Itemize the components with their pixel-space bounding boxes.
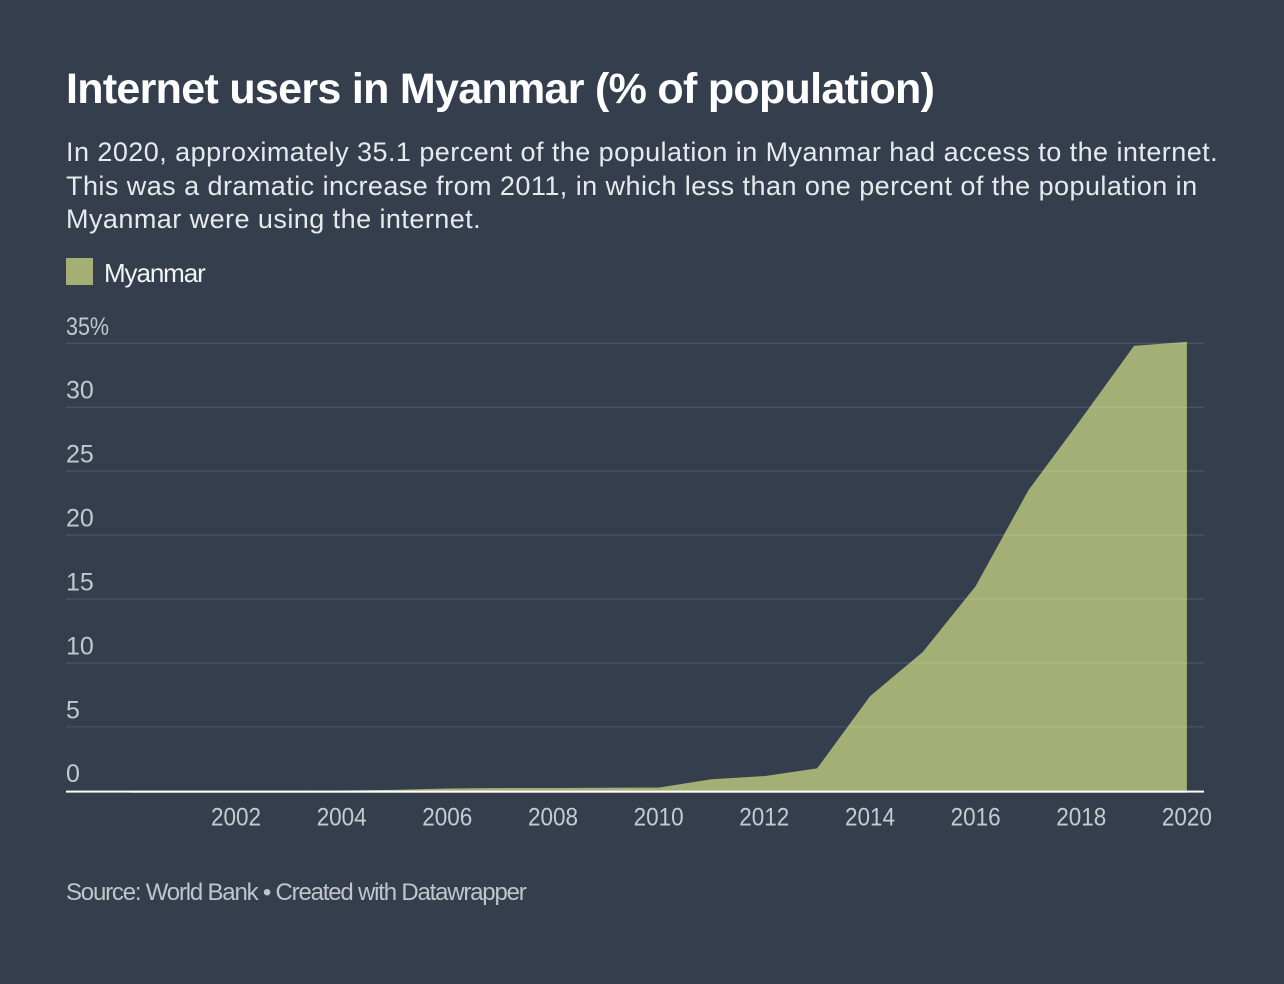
svg-text:15: 15 — [66, 569, 94, 597]
svg-text:20: 20 — [66, 505, 94, 533]
svg-text:35%: 35% — [66, 313, 109, 341]
svg-text:2002: 2002 — [211, 803, 261, 831]
svg-text:2010: 2010 — [634, 803, 684, 831]
svg-text:0: 0 — [66, 760, 80, 788]
svg-text:2004: 2004 — [317, 803, 367, 831]
svg-text:5: 5 — [66, 696, 80, 724]
svg-text:30: 30 — [66, 377, 94, 405]
svg-text:10: 10 — [66, 633, 94, 661]
svg-text:2014: 2014 — [845, 803, 895, 831]
svg-text:2020: 2020 — [1162, 803, 1212, 831]
svg-text:2012: 2012 — [739, 803, 789, 831]
svg-text:25: 25 — [66, 441, 94, 469]
svg-text:2018: 2018 — [1056, 803, 1106, 831]
svg-text:2006: 2006 — [422, 803, 472, 831]
svg-text:2016: 2016 — [951, 803, 1001, 831]
svg-text:2008: 2008 — [528, 803, 578, 831]
